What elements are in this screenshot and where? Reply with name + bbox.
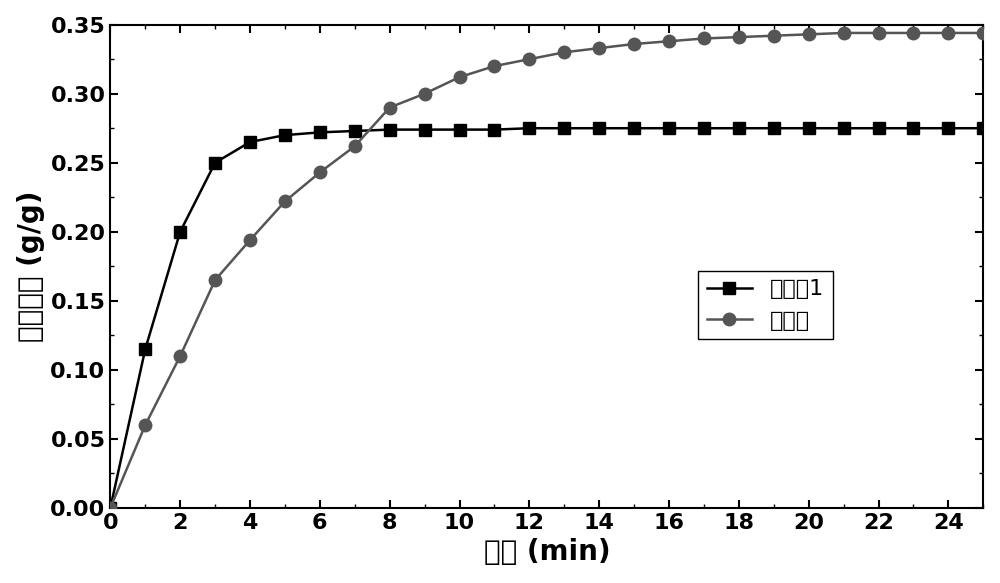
比较例 bbox=[733, 34, 745, 41]
实施例1 bbox=[384, 126, 396, 133]
比较例 bbox=[139, 422, 151, 429]
实施例1 bbox=[419, 126, 431, 133]
比较例 bbox=[454, 73, 466, 80]
比较例 bbox=[314, 169, 326, 176]
比较例 bbox=[174, 353, 186, 360]
实施例1 bbox=[768, 125, 780, 132]
实施例1 bbox=[628, 125, 640, 132]
实施例1 bbox=[454, 126, 466, 133]
实施例1 bbox=[558, 125, 570, 132]
比较例 bbox=[558, 49, 570, 56]
实施例1 bbox=[314, 129, 326, 136]
比较例 bbox=[593, 45, 605, 52]
比较例 bbox=[419, 90, 431, 97]
比较例 bbox=[942, 30, 954, 37]
比较例 bbox=[488, 62, 500, 69]
比较例 bbox=[768, 32, 780, 39]
比较例 bbox=[279, 198, 291, 205]
实施例1 bbox=[349, 128, 361, 135]
实施例1 bbox=[733, 125, 745, 132]
比较例 bbox=[663, 38, 675, 45]
比较例 bbox=[244, 237, 256, 244]
实施例1 bbox=[698, 125, 710, 132]
Line: 实施例1: 实施例1 bbox=[104, 122, 990, 514]
比较例 bbox=[698, 35, 710, 42]
实施例1 bbox=[104, 504, 116, 511]
比较例 bbox=[104, 504, 116, 511]
实施例1 bbox=[139, 346, 151, 353]
实施例1 bbox=[209, 159, 221, 166]
比较例 bbox=[873, 30, 885, 37]
实施例1 bbox=[977, 125, 989, 132]
比较例 bbox=[803, 31, 815, 38]
比较例 bbox=[628, 40, 640, 47]
实施例1 bbox=[663, 125, 675, 132]
比较例 bbox=[523, 56, 535, 63]
实施例1 bbox=[942, 125, 954, 132]
实施例1 bbox=[907, 125, 919, 132]
比较例 bbox=[384, 104, 396, 111]
Y-axis label: 水吸附量 (g/g): 水吸附量 (g/g) bbox=[17, 191, 45, 342]
实施例1 bbox=[838, 125, 850, 132]
Legend: 实施例1, 比较例: 实施例1, 比较例 bbox=[698, 271, 833, 339]
实施例1 bbox=[803, 125, 815, 132]
比较例 bbox=[349, 143, 361, 150]
比较例 bbox=[977, 30, 989, 37]
X-axis label: 时间 (min): 时间 (min) bbox=[484, 538, 610, 566]
实施例1 bbox=[488, 126, 500, 133]
实施例1 bbox=[279, 132, 291, 139]
实施例1 bbox=[244, 139, 256, 146]
实施例1 bbox=[523, 125, 535, 132]
比较例 bbox=[838, 30, 850, 37]
比较例 bbox=[209, 276, 221, 283]
比较例 bbox=[907, 30, 919, 37]
实施例1 bbox=[873, 125, 885, 132]
实施例1 bbox=[593, 125, 605, 132]
Line: 比较例: 比较例 bbox=[104, 27, 990, 514]
实施例1 bbox=[174, 229, 186, 236]
